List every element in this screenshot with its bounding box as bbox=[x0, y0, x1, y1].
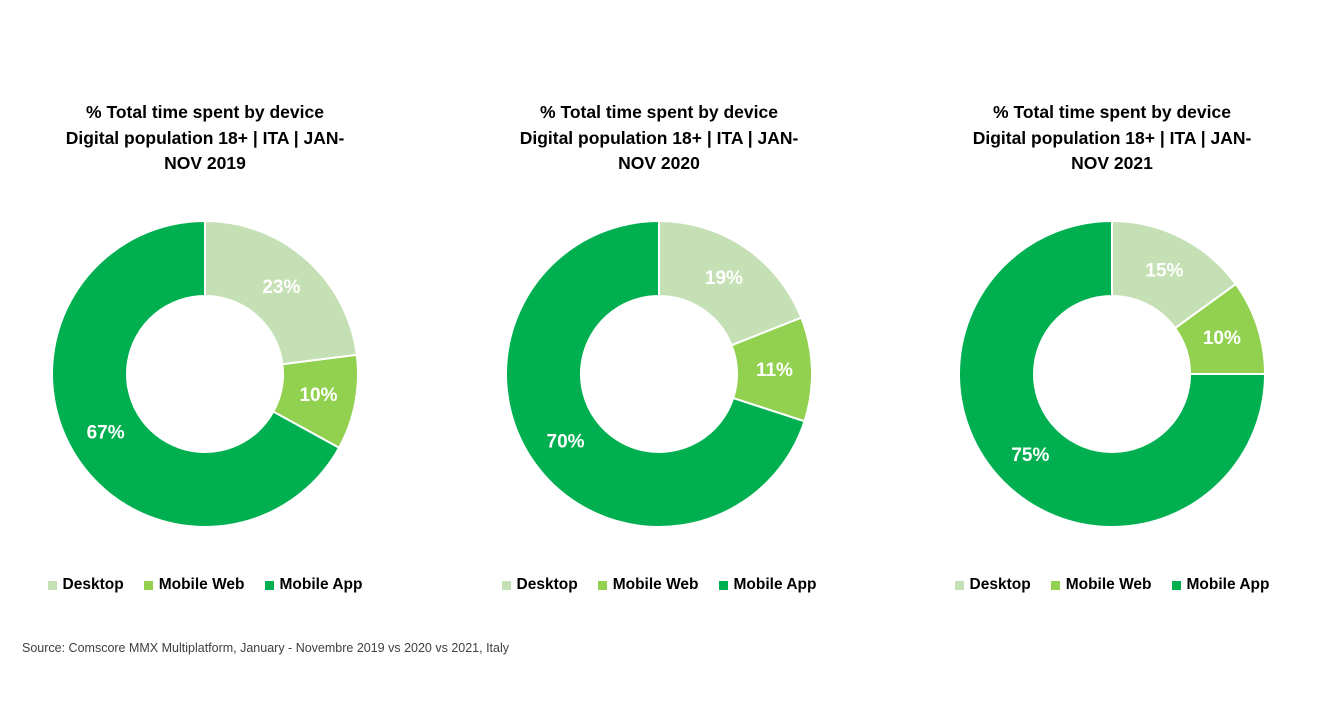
legend-item-desktop: Desktop bbox=[501, 576, 578, 594]
chart-title-line: Digital population 18+ | ITA | JAN- bbox=[65, 127, 345, 148]
legend-label: Desktop bbox=[62, 576, 124, 593]
data-label: 70% bbox=[547, 431, 585, 452]
legend-item-mobile-app: Mobile App bbox=[718, 576, 817, 594]
legend-label: Mobile App bbox=[1186, 576, 1270, 593]
donut-slice-desktop bbox=[658, 219, 803, 347]
chart-title-line: Digital population 18+ | ITA | JAN- bbox=[519, 127, 799, 148]
chart-panel-2020: % Total time spent by device Digital pop… bbox=[449, 0, 869, 620]
donut-chart: 15% 10% 75% bbox=[958, 219, 1267, 528]
legend-item-mobile-web: Mobile Web bbox=[143, 576, 245, 594]
chart-title-line: % Total time spent by device bbox=[993, 102, 1231, 122]
legend-swatch bbox=[143, 580, 153, 590]
chart-legend: Desktop Mobile Web Mobile App bbox=[902, 576, 1322, 594]
legend-swatch bbox=[1171, 580, 1181, 590]
legend-swatch bbox=[954, 580, 964, 590]
legend-item-mobile-web: Mobile Web bbox=[1050, 576, 1152, 594]
chart-title: % Total time spent by device Digital pop… bbox=[962, 100, 1262, 177]
legend-swatch bbox=[264, 580, 274, 590]
data-label: 11% bbox=[756, 360, 793, 381]
donut-slice-mobile-app bbox=[505, 219, 806, 528]
legend-swatch bbox=[718, 580, 728, 590]
data-label: 67% bbox=[87, 422, 125, 443]
legend-item-mobile-web: Mobile Web bbox=[597, 576, 699, 594]
data-label: 75% bbox=[1011, 445, 1049, 466]
legend-item-desktop: Desktop bbox=[47, 576, 124, 594]
legend-swatch bbox=[597, 580, 607, 590]
data-label: 10% bbox=[1203, 328, 1241, 349]
donut-slice-mobile-app bbox=[958, 219, 1267, 528]
donut-chart: 19% 11% 70% bbox=[505, 219, 813, 528]
donut-slice-mobile-app bbox=[51, 219, 341, 528]
legend-item-mobile-app: Mobile App bbox=[264, 576, 363, 594]
chart-title-line: NOV 2021 bbox=[1071, 153, 1153, 173]
legend-label: Mobile App bbox=[733, 576, 817, 593]
legend-label: Desktop bbox=[516, 576, 578, 593]
legend-swatch bbox=[1050, 580, 1060, 590]
legend-label: Mobile App bbox=[279, 576, 363, 593]
chart-panel-2019: % Total time spent by device Digital pop… bbox=[0, 0, 415, 620]
source-note: Source: Comscore MMX Multiplatform, Janu… bbox=[22, 641, 510, 655]
chart-title: % Total time spent by device Digital pop… bbox=[509, 100, 809, 177]
chart-legend: Desktop Mobile Web Mobile App bbox=[0, 576, 415, 594]
data-label: 15% bbox=[1145, 261, 1183, 282]
chart-title-line: NOV 2020 bbox=[618, 153, 700, 173]
chart-title-line: NOV 2019 bbox=[164, 153, 246, 173]
chart-legend: Desktop Mobile Web Mobile App bbox=[449, 576, 869, 594]
chart-title-line: Digital population 18+ | ITA | JAN- bbox=[972, 127, 1252, 148]
legend-label: Desktop bbox=[969, 576, 1031, 593]
donut-slice-desktop bbox=[204, 219, 358, 366]
data-label: 10% bbox=[299, 385, 337, 406]
legend-item-mobile-app: Mobile App bbox=[1171, 576, 1270, 594]
legend-swatch bbox=[47, 580, 57, 590]
legend-label: Mobile Web bbox=[612, 576, 699, 593]
chart-panel-2021: % Total time spent by device Digital pop… bbox=[902, 0, 1322, 620]
legend-item-desktop: Desktop bbox=[954, 576, 1031, 594]
donut-chart: 23% 10% 67% bbox=[51, 219, 359, 528]
chart-title-line: % Total time spent by device bbox=[540, 102, 778, 122]
legend-label: Mobile Web bbox=[158, 576, 245, 593]
legend-swatch bbox=[501, 580, 511, 590]
legend-label: Mobile Web bbox=[1065, 576, 1152, 593]
chart-title: % Total time spent by device Digital pop… bbox=[55, 100, 355, 177]
chart-title-line: % Total time spent by device bbox=[86, 102, 324, 122]
data-label: 19% bbox=[705, 268, 743, 289]
data-label: 23% bbox=[262, 277, 300, 298]
